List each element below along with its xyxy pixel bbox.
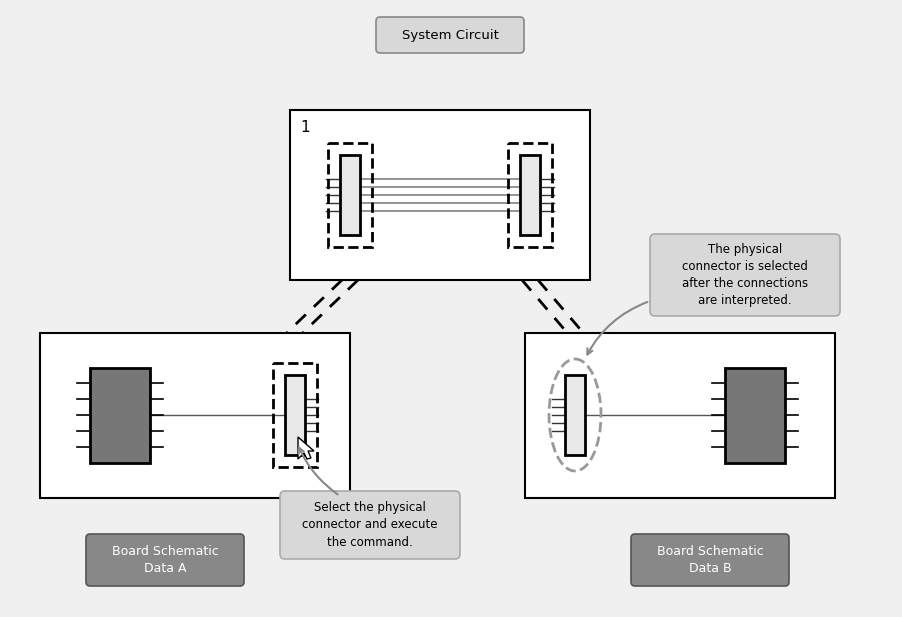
Text: Board Schematic
Data A: Board Schematic Data A	[112, 545, 218, 575]
FancyBboxPatch shape	[649, 234, 839, 316]
FancyBboxPatch shape	[86, 534, 244, 586]
Polygon shape	[298, 437, 314, 459]
FancyBboxPatch shape	[280, 491, 459, 559]
Text: Board Schematic
Data B: Board Schematic Data B	[656, 545, 762, 575]
Bar	[285, 375, 305, 455]
Text: System Circuit: System Circuit	[401, 28, 498, 41]
FancyBboxPatch shape	[630, 534, 788, 586]
Text: Select the physical
connector and execute
the command.: Select the physical connector and execut…	[302, 502, 437, 549]
Bar	[520, 155, 539, 235]
Bar	[508, 143, 551, 247]
Bar	[327, 143, 372, 247]
Bar	[724, 368, 784, 463]
Bar	[40, 333, 350, 497]
Text: 1: 1	[299, 120, 309, 136]
Bar	[340, 155, 360, 235]
Bar	[272, 363, 317, 467]
Bar	[90, 368, 150, 463]
FancyBboxPatch shape	[375, 17, 523, 53]
Text: The physical
connector is selected
after the connections
are interpreted.: The physical connector is selected after…	[681, 243, 807, 307]
Bar	[565, 375, 584, 455]
Bar	[290, 110, 589, 280]
Bar	[524, 333, 834, 497]
